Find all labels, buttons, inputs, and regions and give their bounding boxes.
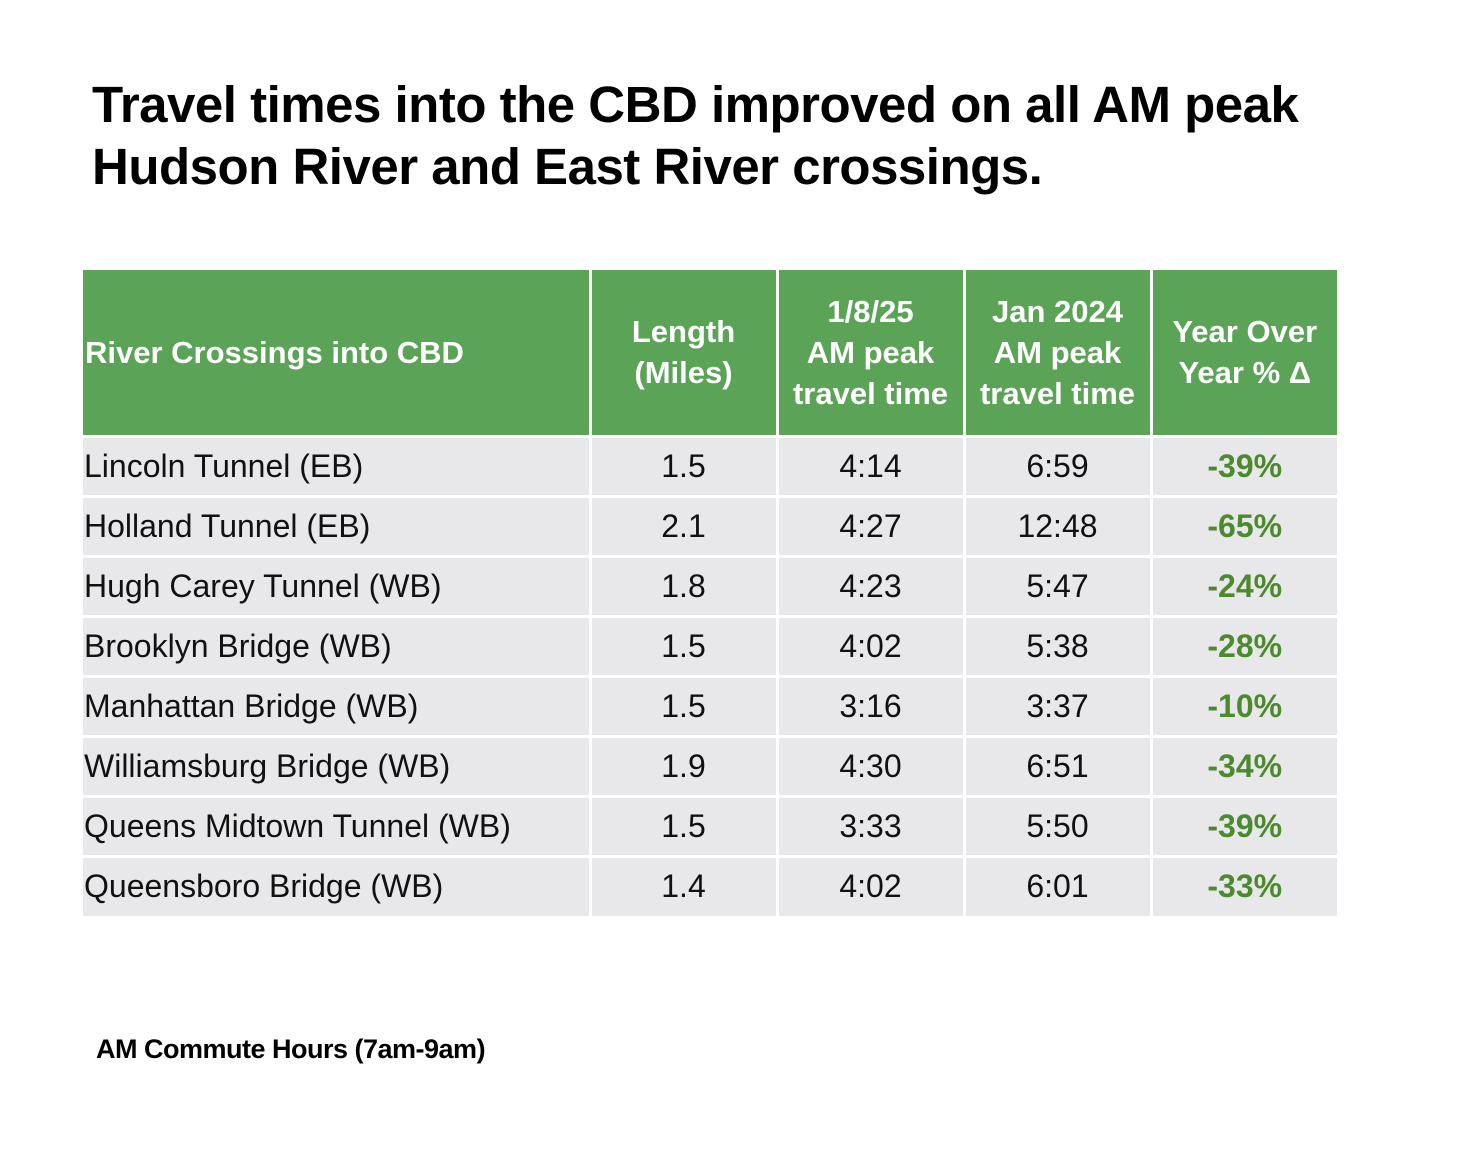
table-row: Lincoln Tunnel (EB) 1.5 4:14 6:59 -39% (83, 436, 1337, 498)
length-miles: 1.9 (590, 736, 779, 798)
crossing-name: Queens Midtown Tunnel (WB) (83, 796, 592, 858)
header-current-travel-time: 1/8/25 AM peak travel time (777, 270, 966, 438)
table-row: Brooklyn Bridge (WB) 1.5 4:02 5:38 -28% (83, 616, 1337, 678)
crossing-name: Hugh Carey Tunnel (WB) (83, 556, 592, 618)
current-travel-time: 4:02 (777, 856, 966, 916)
prior-travel-time: 6:51 (964, 736, 1153, 798)
crossing-name: Holland Tunnel (EB) (83, 496, 592, 558)
yoy-change: -65% (1151, 496, 1337, 558)
current-travel-time: 3:33 (777, 796, 966, 858)
prior-travel-time: 3:37 (964, 676, 1153, 738)
prior-travel-time: 5:38 (964, 616, 1153, 678)
current-travel-time: 4:23 (777, 556, 966, 618)
footnote: AM Commute Hours (7am-9am) (96, 1034, 486, 1064)
length-miles: 1.5 (590, 616, 779, 678)
yoy-change: -28% (1151, 616, 1337, 678)
yoy-change: -33% (1151, 856, 1337, 916)
yoy-change: -24% (1151, 556, 1337, 618)
current-travel-time: 4:27 (777, 496, 966, 558)
yoy-change: -39% (1151, 436, 1337, 498)
length-miles: 1.8 (590, 556, 779, 618)
prior-travel-time: 6:59 (964, 436, 1153, 498)
table-row: Manhattan Bridge (WB) 1.5 3:16 3:37 -10% (83, 676, 1337, 738)
current-travel-time: 4:14 (777, 436, 966, 498)
crossing-name: Williamsburg Bridge (WB) (83, 736, 592, 798)
current-travel-time: 4:02 (777, 616, 966, 678)
length-miles: 1.4 (590, 856, 779, 916)
current-travel-time: 3:16 (777, 676, 966, 738)
crossing-name: Brooklyn Bridge (WB) (83, 616, 592, 678)
travel-times-table: River Crossings into CBD Length (Miles) 1… (83, 270, 1337, 916)
length-miles: 2.1 (590, 496, 779, 558)
table-row: Hugh Carey Tunnel (WB) 1.8 4:23 5:47 -24… (83, 556, 1337, 618)
crossing-name: Manhattan Bridge (WB) (83, 676, 592, 738)
prior-travel-time: 6:01 (964, 856, 1153, 916)
yoy-change: -34% (1151, 736, 1337, 798)
current-travel-time: 4:30 (777, 736, 966, 798)
length-miles: 1.5 (590, 436, 779, 498)
prior-travel-time: 5:50 (964, 796, 1153, 858)
header-prior-year-travel-time: Jan 2024 AM peak travel time (964, 270, 1153, 438)
prior-travel-time: 12:48 (964, 496, 1153, 558)
table-row: Holland Tunnel (EB) 2.1 4:27 12:48 -65% (83, 496, 1337, 558)
table-row: Williamsburg Bridge (WB) 1.9 4:30 6:51 -… (83, 736, 1337, 798)
length-miles: 1.5 (590, 796, 779, 858)
crossing-name: Lincoln Tunnel (EB) (83, 436, 592, 498)
yoy-change: -39% (1151, 796, 1337, 858)
crossing-name: Queensboro Bridge (WB) (83, 856, 592, 916)
prior-travel-time: 5:47 (964, 556, 1153, 618)
page-title: Travel times into the CBD improved on al… (92, 76, 1299, 195)
length-miles: 1.5 (590, 676, 779, 738)
header-year-over-year-change: Year Over Year % Δ (1151, 270, 1337, 438)
header-length: Length (Miles) (590, 270, 779, 438)
table-header-row: River Crossings into CBD Length (Miles) 1… (83, 270, 1337, 438)
header-river-crossings: River Crossings into CBD (83, 270, 592, 438)
yoy-change: -10% (1151, 676, 1337, 738)
table-row: Queens Midtown Tunnel (WB) 1.5 3:33 5:50… (83, 796, 1337, 858)
table-row: Queensboro Bridge (WB) 1.4 4:02 6:01 -33… (83, 856, 1337, 916)
